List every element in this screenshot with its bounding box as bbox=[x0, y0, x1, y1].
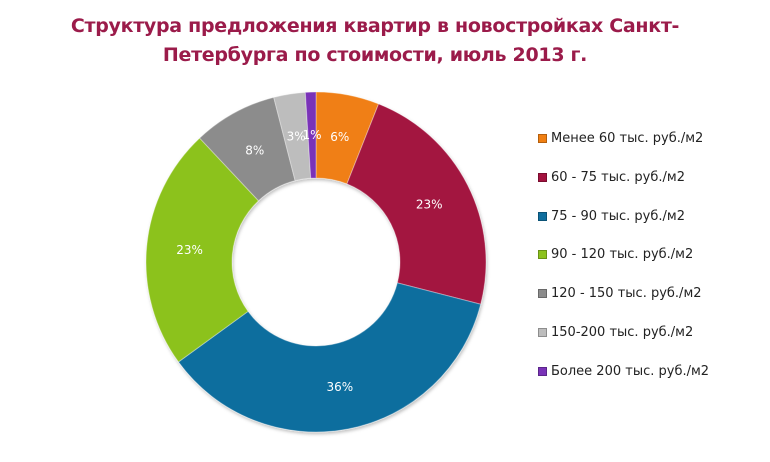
legend-item: 60 - 75 тыс. руб./м2 bbox=[538, 170, 709, 209]
chart-title: Структура предложения квартир в новостро… bbox=[0, 12, 750, 70]
legend-swatch bbox=[538, 250, 547, 260]
legend-label: Более 200 тыс. руб./м2 bbox=[551, 363, 710, 379]
legend-label: Менее 60 тыс. руб./м2 bbox=[551, 131, 704, 146]
slice-value-label: 23% bbox=[176, 243, 203, 257]
legend-item: 150-200 тыс. руб./м2 bbox=[538, 325, 709, 364]
slice-value-label: 8% bbox=[245, 144, 264, 158]
chart-legend: Менее 60 тыс. руб./м2 60 - 75 тыс. руб./… bbox=[538, 131, 709, 403]
slice-value-label: 6% bbox=[330, 130, 349, 144]
legend-label: 150-200 тыс. руб./м2 bbox=[551, 324, 694, 340]
legend-item: 75 - 90 тыс. руб./м2 bbox=[538, 209, 709, 248]
legend-item: Более 200 тыс. руб./м2 bbox=[538, 364, 709, 403]
slice-value-label: 36% bbox=[326, 380, 353, 394]
chart-title-line-2: Петербурга по стоимости, июль 2013 г. bbox=[162, 44, 588, 66]
legend-label: 90 - 120 тыс. руб./м2 bbox=[551, 247, 694, 263]
donut-slice bbox=[346, 103, 487, 305]
donut-slice bbox=[145, 137, 260, 363]
slice-value-label: 23% bbox=[416, 197, 443, 211]
legend-label: 120 - 150 тыс. руб./м2 bbox=[551, 286, 702, 302]
legend-swatch bbox=[538, 366, 547, 376]
legend-label: 75 - 90 тыс. руб./м2 bbox=[551, 208, 685, 224]
legend-swatch bbox=[538, 289, 547, 299]
donut-slice bbox=[177, 282, 482, 433]
legend-swatch bbox=[538, 172, 547, 182]
legend-swatch bbox=[538, 327, 547, 337]
legend-label: 60 - 75 тыс. руб./м2 bbox=[551, 169, 685, 185]
legend-swatch bbox=[538, 134, 547, 143]
slice-value-label: 3% bbox=[287, 130, 306, 144]
legend-item: 90 - 120 тыс. руб./м2 bbox=[538, 247, 709, 286]
donut-slice bbox=[304, 91, 317, 179]
slice-value-label: 1% bbox=[302, 128, 321, 142]
chart-title-line-1: Структура предложения квартир в новостро… bbox=[70, 15, 680, 37]
legend-swatch bbox=[538, 211, 547, 221]
legend-item: Менее 60 тыс. руб./м2 bbox=[538, 131, 709, 170]
legend-item: 120 - 150 тыс. руб./м2 bbox=[538, 286, 709, 325]
